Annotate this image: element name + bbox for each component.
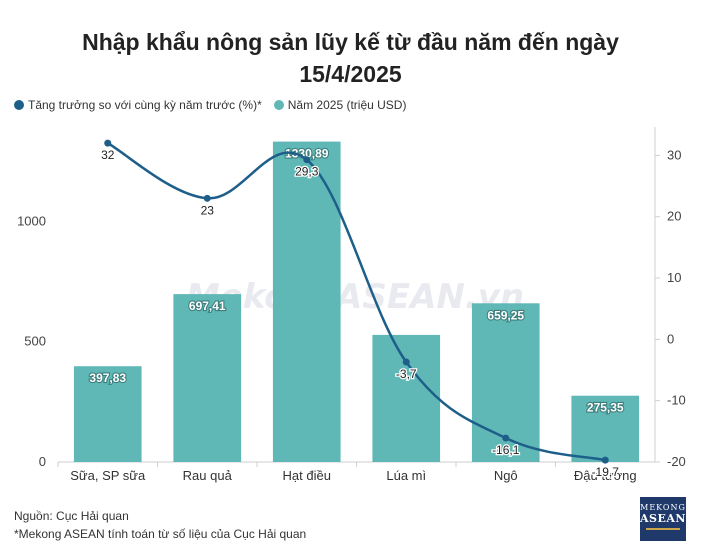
legend-label-value: Năm 2025 (triệu USD) — [287, 98, 407, 112]
growth-data-label: -16,1 — [492, 443, 520, 457]
legend-item-growth[interactable]: Tăng trưởng so với cùng kỳ năm trước (%)… — [14, 98, 262, 112]
y-left-tick-label: 500 — [24, 334, 46, 349]
x-tick-label: Đậu tương — [574, 468, 637, 483]
y-right-tick-label: -10 — [667, 393, 686, 408]
y-right-tick-label: 20 — [667, 209, 681, 224]
growth-point — [502, 434, 510, 442]
legend-label-growth: Tăng trưởng so với cùng kỳ năm trước (%)… — [28, 98, 262, 112]
source-note: Nguồn: Cục Hải quan — [14, 509, 129, 523]
x-tick-label: Ngô — [494, 468, 518, 483]
growth-data-label: 23 — [201, 203, 215, 217]
growth-data-label: -19,7 — [592, 465, 620, 479]
growth-point — [601, 456, 609, 464]
chart-footer: Nguồn: Cục Hải quan *Mekong ASEAN tính t… — [14, 507, 306, 543]
mekong-asean-logo: MEKONG ASEAN — [640, 497, 686, 541]
chart-axes: 0 500 1000 -20 -10 0 10 20 30 Sữa, SP sữa Rau quả H… — [17, 127, 686, 483]
bar — [173, 294, 242, 462]
chart-title-line-1: Nhập khẩu nông sản lũy kế từ đầu năm đến… — [82, 29, 619, 55]
x-tick-label: Hạt điều — [283, 468, 331, 483]
growth-point — [203, 194, 211, 202]
y-right-tick-label: 0 — [667, 331, 674, 346]
logo-underline — [646, 528, 680, 530]
chart-title-line-2: 15/4/2025 — [299, 61, 402, 87]
growth-data-label: 32 — [101, 148, 115, 162]
watermark: MekongASEAN.vn — [186, 277, 524, 317]
legend-item-value[interactable]: Năm 2025 (triệu USD) — [273, 98, 407, 112]
y-left-tick-label: 1000 — [17, 213, 46, 228]
bar — [372, 334, 441, 462]
chart-title: Nhập khẩu nông sản lũy kế từ đầu năm đến… — [0, 26, 701, 90]
x-tick-label: Lúa mì — [386, 468, 426, 483]
bar-data-label: 659,25 — [487, 308, 524, 322]
bar-series: 397,83 697,41 1330,89 659,25 275,35 — [73, 141, 640, 462]
growth-data-label: -3,7 — [396, 367, 417, 381]
growth-point — [104, 139, 112, 147]
method-note: *Mekong ASEAN tính toán từ số liệu của C… — [14, 527, 307, 541]
bar — [571, 395, 640, 462]
growth-data-label: 29,3 — [295, 165, 319, 179]
logo-line-1: MEKONG — [640, 503, 686, 512]
bar-data-label: 1330,89 — [285, 147, 329, 161]
bar — [73, 366, 142, 462]
y-right-tick-label: -20 — [667, 454, 686, 469]
logo-line-2: ASEAN — [640, 512, 686, 525]
y-right-tick-label: 30 — [667, 147, 681, 162]
bar — [272, 141, 341, 462]
legend-swatch-value — [273, 100, 284, 110]
bar-data-label: 275,35 — [587, 401, 624, 415]
chart-legend: Tăng trưởng so với cùng kỳ năm trước (%)… — [14, 98, 418, 112]
y-right-tick-label: 10 — [667, 270, 681, 285]
bar-data-label: 697,41 — [189, 299, 226, 313]
growth-point — [402, 358, 410, 366]
growth-point — [303, 156, 311, 164]
x-tick-label: Sữa, SP sữa — [70, 468, 146, 483]
x-tick-label: Rau quả — [183, 468, 233, 483]
y-left-tick-label: 0 — [39, 454, 46, 469]
legend-swatch-growth — [14, 100, 24, 110]
line-series: 32 23 29,3 -3,7 -16,1 -19,7 — [100, 139, 620, 480]
bar-data-label: 397,83 — [89, 371, 126, 385]
